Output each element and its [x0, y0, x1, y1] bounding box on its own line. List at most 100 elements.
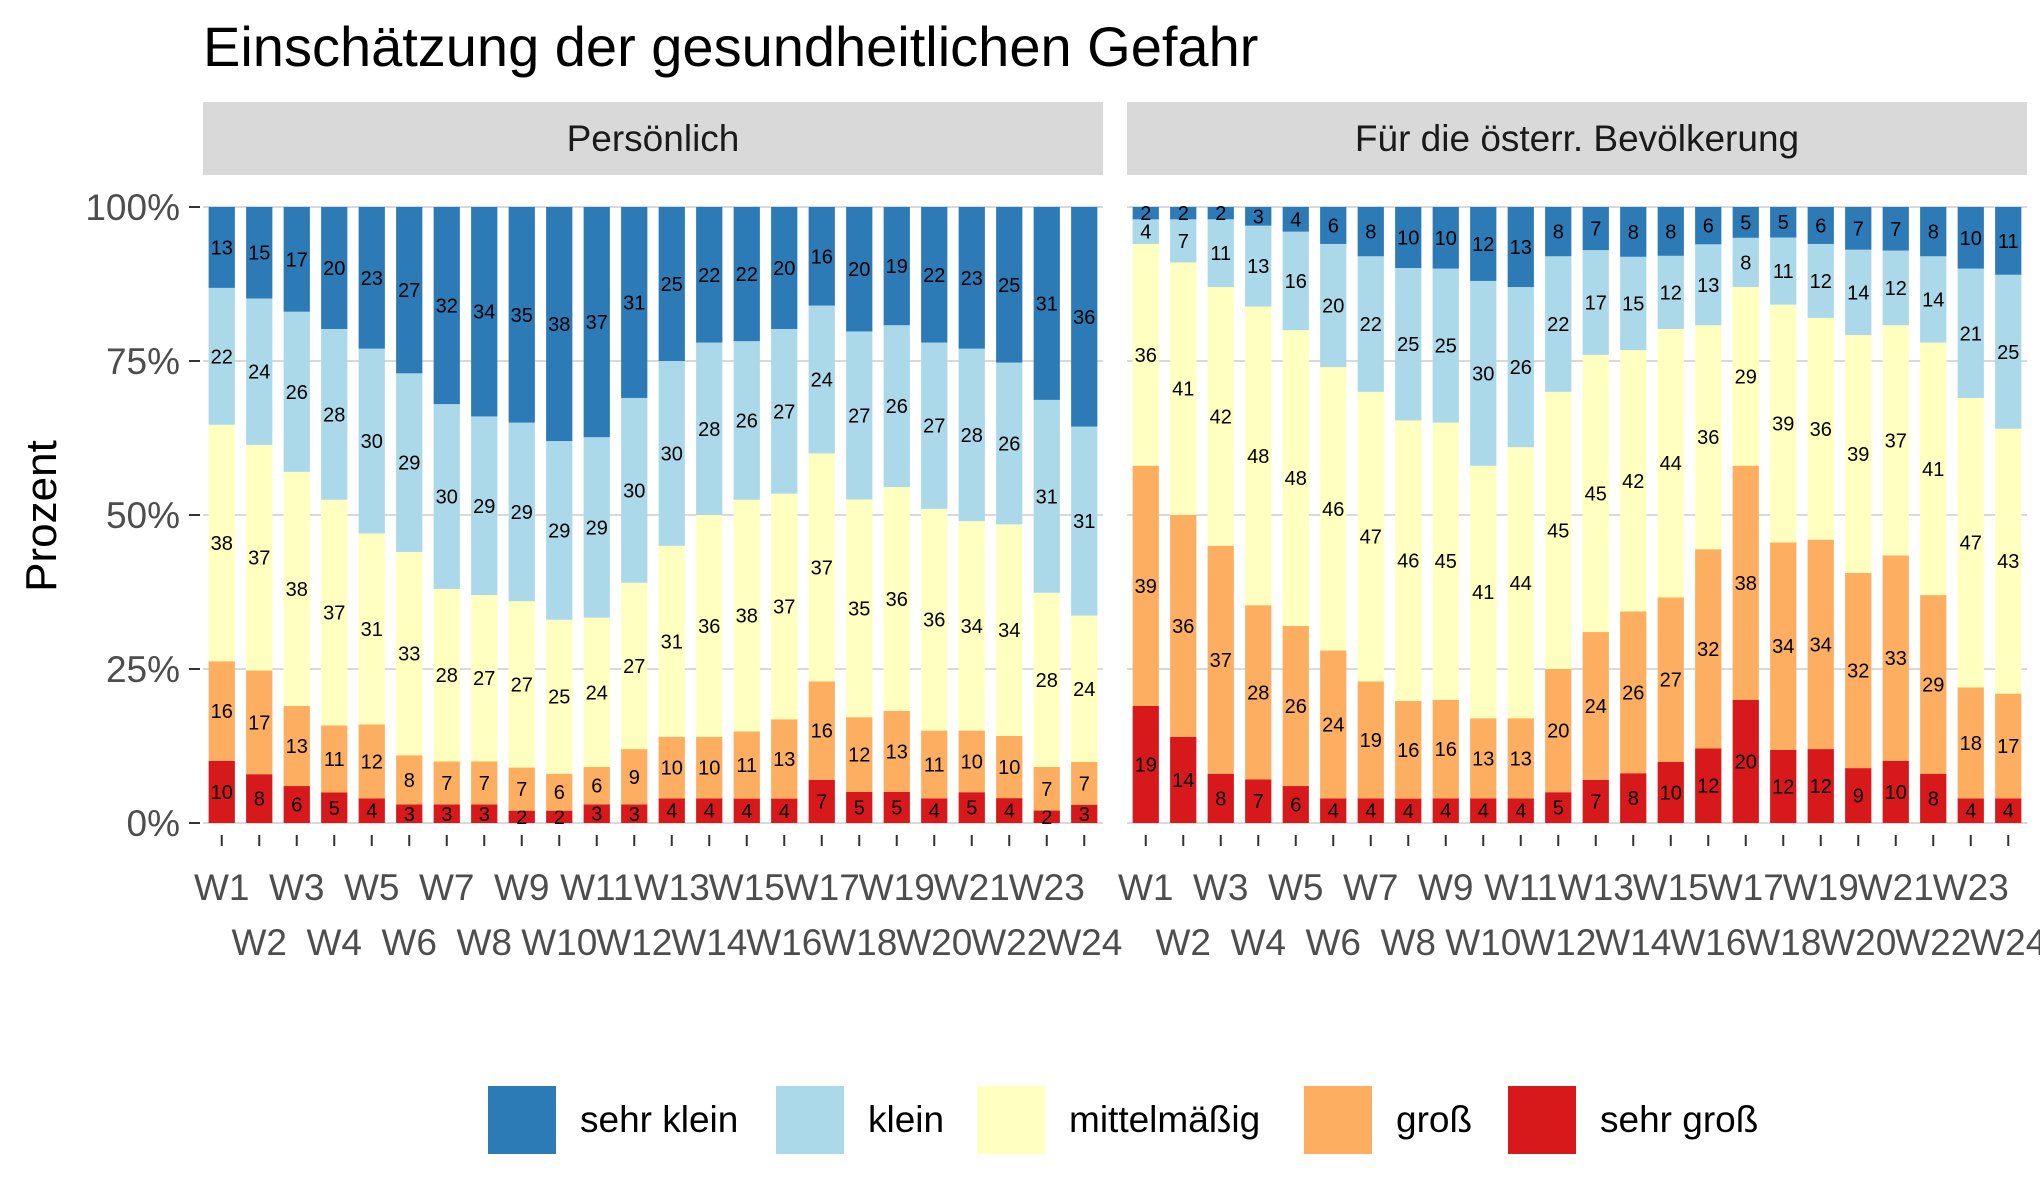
data-label: 35 — [511, 305, 533, 327]
bar-segment — [546, 773, 573, 811]
data-label: 12 — [361, 751, 383, 773]
bar-segment — [1582, 207, 1609, 251]
data-label: 45 — [1547, 520, 1569, 542]
data-label: 4 — [741, 801, 752, 823]
bar-segment — [321, 328, 348, 500]
data-label: 25 — [998, 275, 1020, 297]
bar-segment — [1807, 243, 1834, 318]
x-tick-label: W11 — [560, 867, 633, 908]
data-label: 16 — [811, 721, 833, 743]
data-label: 4 — [704, 801, 715, 823]
x-tick-label: W15 — [709, 867, 785, 908]
bar-segment — [321, 207, 348, 329]
data-label: 2 — [1215, 203, 1226, 225]
bar-segment — [1695, 207, 1722, 245]
data-label: 4 — [1403, 801, 1414, 823]
data-label: 27 — [473, 668, 495, 690]
bar-segment — [621, 397, 648, 583]
legend-key — [776, 1086, 844, 1154]
data-label: 6 — [554, 782, 565, 804]
bar-segment — [433, 404, 460, 589]
bar-segment — [433, 804, 460, 823]
x-tick-label: W4 — [1231, 922, 1287, 963]
x-tick-label: W24 — [1970, 922, 2040, 963]
data-label: 7 — [516, 779, 527, 801]
legend: sehr klein klein mittelmäßig groß sehr groß — [0, 1086, 2040, 1156]
bar-segment — [508, 422, 535, 602]
data-label: 25 — [661, 274, 683, 296]
bar-segment — [321, 499, 348, 726]
legend-label: klein — [868, 1099, 945, 1140]
data-label: 45 — [1435, 551, 1457, 573]
bar-segment — [621, 207, 648, 398]
data-label: 16 — [1285, 271, 1307, 293]
bar-segment — [471, 804, 498, 823]
bar-segment — [996, 207, 1023, 363]
bar-segment — [771, 493, 798, 720]
bar-segment — [1245, 306, 1272, 606]
bar-segment — [508, 601, 535, 768]
bar-segment — [508, 767, 535, 811]
data-label: 14 — [1922, 289, 1944, 311]
bar-segment — [433, 588, 460, 762]
bar-segment — [658, 361, 685, 546]
data-label: 29 — [586, 517, 608, 539]
data-label: 3 — [591, 804, 602, 826]
data-label: 4 — [1440, 801, 1451, 823]
bar-segment — [1845, 249, 1872, 336]
data-label: 24 — [1073, 679, 1095, 701]
data-label: 29 — [548, 520, 570, 542]
data-label: 7 — [1590, 219, 1601, 241]
chart-title: Einschätzung der gesundheitlichen Gefahr — [203, 15, 1259, 78]
data-label: 25 — [1435, 336, 1457, 358]
bar-segment — [358, 798, 385, 823]
bar-segment — [1807, 539, 1834, 750]
data-label: 30 — [361, 431, 383, 453]
bar-segment — [1545, 391, 1572, 669]
data-label: 47 — [1960, 533, 1982, 555]
data-label: 10 — [961, 751, 983, 773]
data-label: 34 — [961, 616, 983, 638]
bar-segment — [1282, 207, 1309, 232]
panel-1: 1016382213817372415613382617511372820412… — [208, 207, 1098, 829]
data-label: 20 — [1322, 296, 1344, 318]
bar-segment — [1071, 426, 1098, 616]
bar-segment — [1320, 243, 1347, 368]
data-label: 19 — [1135, 754, 1157, 776]
bar-segment — [396, 207, 423, 374]
facet-strip-label: Persönlich — [566, 118, 740, 159]
data-label: 26 — [1510, 357, 1532, 379]
bar-segment — [1920, 207, 1947, 257]
data-label: 22 — [923, 265, 945, 287]
data-label: 4 — [779, 801, 790, 823]
data-label: 28 — [698, 419, 720, 441]
bar-segment — [996, 524, 1023, 736]
bar-segment — [1582, 354, 1609, 633]
bar-segment — [921, 342, 948, 509]
data-label: 37 — [248, 548, 270, 570]
bar-segment — [1357, 391, 1384, 682]
data-label: 36 — [1810, 419, 1832, 441]
bar-segment — [1320, 650, 1347, 799]
data-label: 25 — [1997, 342, 2019, 364]
bar-segment — [1033, 399, 1060, 593]
data-label: 39 — [1135, 576, 1157, 598]
data-label: 36 — [1697, 427, 1719, 449]
bar-segment — [771, 207, 798, 329]
bar-segment — [246, 298, 273, 445]
bar-segment — [1695, 244, 1722, 326]
data-label: 24 — [811, 369, 833, 391]
data-label: 41 — [1472, 582, 1494, 604]
bar-segment — [1882, 207, 1909, 251]
data-label: 27 — [773, 401, 795, 423]
data-label: 20 — [1735, 751, 1757, 773]
data-label: 34 — [1810, 634, 1832, 656]
data-label: 12 — [848, 745, 870, 767]
bar-segment — [808, 681, 835, 780]
bar-segment — [1132, 219, 1159, 244]
bar-segment — [1882, 555, 1909, 761]
data-label: 11 — [736, 755, 757, 777]
data-label: 32 — [436, 296, 458, 318]
data-label: 38 — [736, 606, 758, 628]
bar-segment — [283, 786, 310, 823]
